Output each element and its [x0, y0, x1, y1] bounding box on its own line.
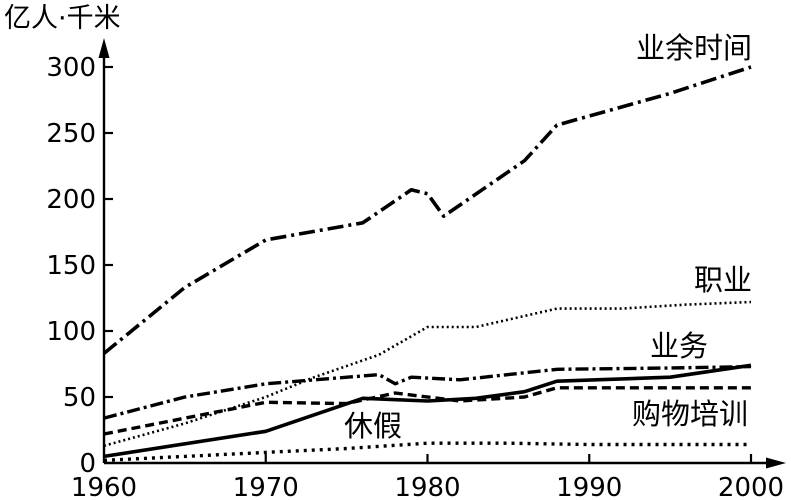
- annotation-work: 职业: [694, 263, 752, 297]
- series-line-4: [103, 363, 752, 459]
- annotation-business: 业务: [650, 329, 708, 363]
- annotation-vacation: 休假: [344, 409, 402, 443]
- series-line-1: [103, 300, 752, 448]
- annotation-leisure: 业余时间: [636, 31, 752, 65]
- y-tick-label: 0: [79, 449, 96, 479]
- y-tick-label: 150: [46, 251, 96, 281]
- x-tick-label: 1970: [233, 473, 299, 500]
- y-tick-label: 300: [46, 53, 96, 83]
- x-tick-label: 1980: [394, 473, 460, 500]
- y-ticks: 0 50 100 150 200 250 300: [46, 53, 113, 479]
- x-axis-arrow: [766, 457, 786, 469]
- y-axis-arrow: [98, 38, 110, 58]
- x-ticks: 1960 1970 1980 1990 2000: [71, 454, 784, 500]
- series-line-0: [102, 65, 752, 355]
- annotation-shopping-training: 购物培训: [632, 397, 748, 431]
- series-lines: [102, 65, 752, 463]
- y-axis-unit-label: 亿人·千米: [4, 3, 121, 34]
- series-line-2: [103, 364, 752, 420]
- series-line-3: [103, 386, 751, 436]
- y-tick-label: 50: [63, 383, 96, 413]
- y-tick-label: 100: [46, 317, 96, 347]
- x-tick-label: 1990: [556, 473, 622, 500]
- x-tick-label: 1960: [71, 473, 137, 500]
- y-tick-label: 200: [46, 185, 96, 215]
- y-tick-label: 250: [46, 119, 96, 149]
- x-tick-label: 2000: [718, 473, 784, 500]
